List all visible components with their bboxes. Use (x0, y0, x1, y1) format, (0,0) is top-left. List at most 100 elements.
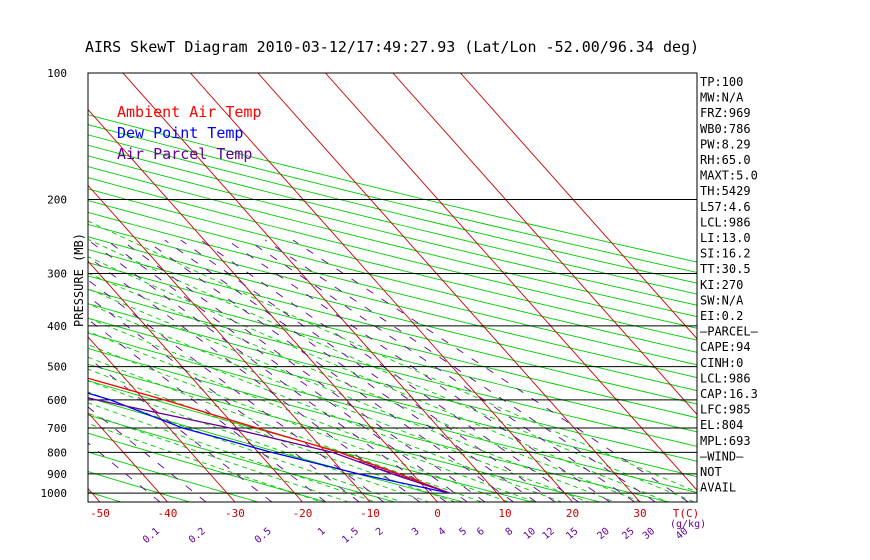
moist-adiabat (88, 272, 642, 502)
index-item: AVAIL (700, 481, 736, 495)
bottom-temp-tick: -30 (225, 507, 245, 520)
bottom-temp-tick: -20 (293, 507, 313, 520)
mixing-ratio-tick: 30 (641, 526, 657, 542)
isotherm (0, 73, 33, 502)
index-item: KI:270 (700, 278, 743, 292)
legend-item: Dew Point Temp (117, 124, 243, 142)
pressure-tick: 700 (47, 422, 67, 435)
background-lines (0, 73, 697, 502)
index-item: TP:100 (700, 75, 743, 89)
isotherm (122, 73, 506, 502)
index-item: PW:8.29 (700, 137, 751, 151)
dry-adiabat (88, 451, 259, 502)
index-item: EI:0.2 (700, 309, 743, 323)
dry-adiabat (88, 347, 669, 502)
dry-adiabat (88, 124, 697, 273)
legend: Ambient Air Temp Dew Point Temp Air Parcel… (117, 103, 262, 163)
pressure-tick: 500 (47, 361, 67, 374)
pressure-tick: 900 (47, 468, 67, 481)
index-item: SI:16.2 (700, 247, 751, 261)
legend-item: Ambient Air Temp (117, 103, 262, 121)
dry-adiabat (88, 236, 697, 392)
isotherm (392, 73, 697, 416)
isotherm (325, 73, 697, 491)
index-item: FRZ:969 (700, 106, 751, 120)
mixing-ratio-tick: 15 (564, 526, 580, 542)
series-line (88, 392, 450, 494)
mixing-ratio-line (88, 256, 421, 502)
index-item: LCL:986 (700, 371, 751, 385)
dry-adiabat (88, 380, 533, 502)
bottom-temp-tick: -10 (360, 507, 380, 520)
bottom-temp-tick: 0 (434, 507, 441, 520)
bottom-temp-tick: 30 (633, 507, 646, 520)
isotherm (88, 184, 371, 502)
mixing-ratio-tick: 2 (374, 526, 386, 538)
bottom-temp-tick: 10 (498, 507, 511, 520)
mixing-ratio-tick: 8 (504, 526, 516, 538)
mixing-ratio-line (88, 279, 385, 502)
chart-title: AIRS SkewT Diagram 2010-03-12/17:49:27.9… (85, 38, 699, 56)
isotherm (88, 336, 236, 502)
pressure-ticks: 100 200 300 400 500 600 700 800 900 1000 (41, 67, 68, 500)
mixing-ratio-tick: 6 (475, 526, 487, 538)
dry-adiabat (88, 188, 697, 341)
mixing-ratio-tick: 0.5 (253, 526, 274, 546)
dry-adiabat (88, 200, 697, 353)
dry-adiabat (88, 471, 190, 502)
dry-adiabat (88, 114, 697, 263)
y-axis-label: PRESSURE (MB) (72, 233, 86, 327)
index-item: —PARCEL— (700, 325, 759, 339)
dry-adiabat (88, 223, 697, 379)
mixing-ratio-line (145, 239, 514, 502)
index-item: MW:N/A (700, 91, 744, 105)
bottom-temp-tick: -40 (158, 507, 178, 520)
dry-adiabat (88, 303, 697, 462)
dry-adiabat (88, 275, 697, 433)
profile-lines (88, 377, 451, 494)
dry-adiabat (88, 289, 697, 447)
dry-adiabat (88, 144, 697, 295)
mixing-ratio-line (121, 239, 486, 502)
mixing-ratio-line (292, 239, 689, 502)
mixing-ratio-tick: 4 (436, 526, 448, 538)
mixing-ratio-tick: 1 (316, 526, 328, 538)
dry-adiabat (88, 332, 697, 493)
mixing-ratio-ticks: 0.1 0.2 0.5 1 1.5 2 3 4 5 6 8 10 12 15 20 25 30 40(g/kg) (141, 519, 706, 546)
index-item: MAXT:5.0 (700, 169, 758, 183)
dry-adiabat (88, 363, 601, 502)
dry-adiabat (88, 317, 697, 478)
pressure-tick: 100 (47, 67, 67, 80)
index-item: WB0:786 (700, 122, 751, 136)
bottom-temp-unit: T(C) (673, 507, 700, 520)
pressure-tick: 300 (47, 267, 67, 280)
mixing-ratio-line (200, 239, 579, 502)
bottom-temp-tick: 20 (566, 507, 579, 520)
dry-adiabat (88, 211, 697, 366)
isotherm (190, 73, 573, 502)
dry-adiabat (88, 155, 697, 306)
legend-item: Air Parcel Temp (117, 145, 252, 163)
index-item: SW:N/A (700, 293, 744, 307)
index-item: LCL:986 (700, 215, 751, 229)
dry-adiabat (88, 432, 327, 502)
dry-adiabat (88, 262, 697, 419)
mixing-ratio-line (88, 239, 447, 502)
pressure-tick: 200 (47, 193, 67, 206)
mixing-ratio-line (180, 239, 556, 502)
index-item: TH:5429 (700, 184, 751, 198)
index-item: LI:13.0 (700, 231, 751, 245)
pressure-tick: 600 (47, 394, 67, 407)
mixing-ratio-line (247, 239, 635, 502)
index-item: L57:4.6 (700, 200, 751, 214)
index-item: CAPE:94 (700, 340, 751, 354)
plot-frame (87, 72, 698, 503)
isotherm (460, 73, 697, 340)
mixing-ratio-tick: 12 (541, 526, 557, 542)
pressure-tick: 800 (47, 446, 67, 459)
isotherm (88, 412, 168, 502)
index-item: EL:804 (700, 418, 743, 432)
mixing-ratio-line (265, 239, 656, 502)
